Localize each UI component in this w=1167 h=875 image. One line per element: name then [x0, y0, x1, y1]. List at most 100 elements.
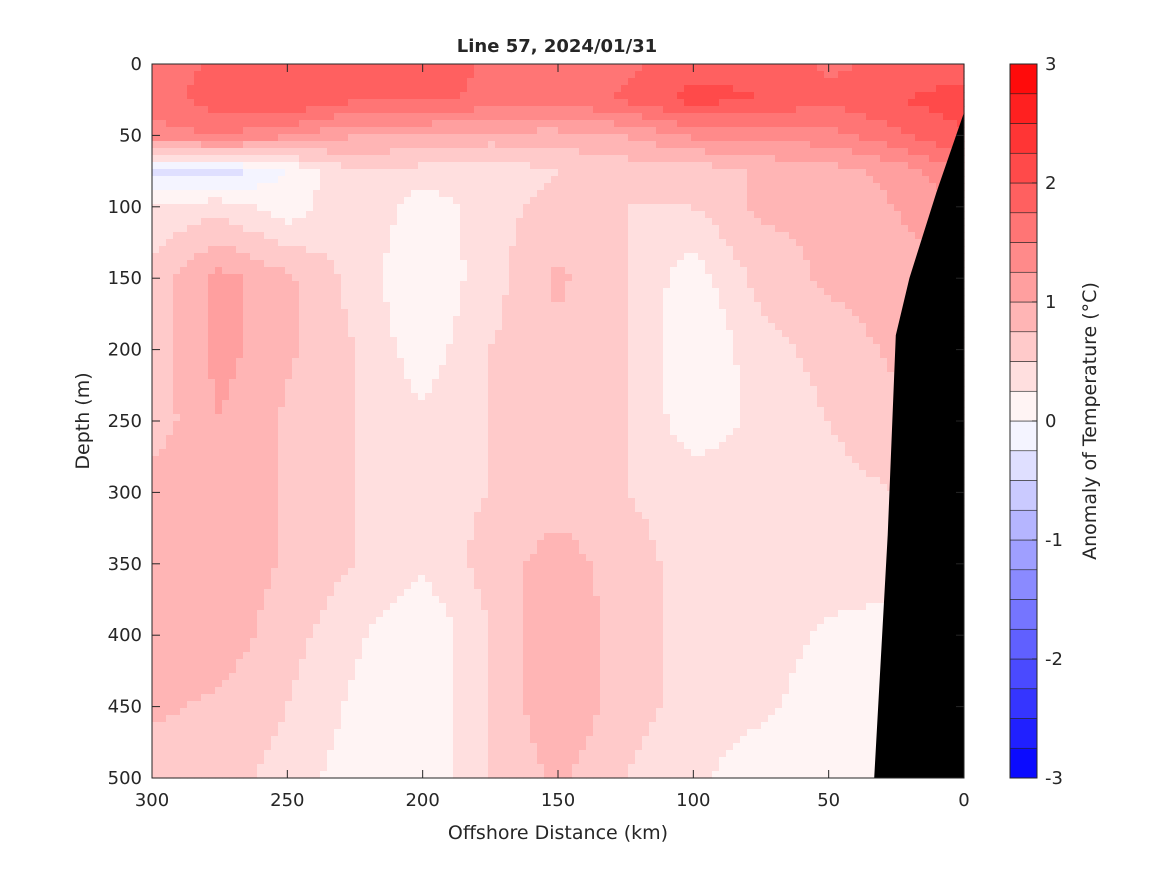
heatmap-cell [166, 295, 174, 303]
heatmap-cell [607, 106, 615, 114]
heatmap-cell [488, 127, 496, 135]
heatmap-cell [516, 134, 524, 142]
heatmap-cell [873, 106, 881, 114]
heatmap-cell [306, 64, 314, 72]
heatmap-cell [915, 183, 923, 191]
heatmap-cell [754, 288, 762, 296]
heatmap-cell [586, 211, 594, 219]
heatmap-cell [726, 330, 734, 338]
heatmap-cell [523, 246, 531, 254]
heatmap-cell [824, 218, 832, 226]
heatmap-cell [369, 232, 377, 240]
heatmap-cell [691, 239, 699, 247]
heatmap-cell [271, 288, 279, 296]
heatmap-cell [453, 218, 461, 226]
heatmap-cell [180, 337, 188, 345]
heatmap-cell [845, 106, 853, 114]
heatmap-cell [845, 155, 853, 163]
heatmap-cell [362, 211, 370, 219]
heatmap-cell [355, 71, 363, 79]
heatmap-cell [782, 239, 790, 247]
heatmap-cell [880, 176, 888, 184]
heatmap-cell [936, 148, 944, 156]
heatmap-cell [530, 99, 538, 107]
heatmap-cell [600, 197, 608, 205]
heatmap-cell [432, 232, 440, 240]
heatmap-cell [327, 134, 335, 142]
heatmap-cell [411, 204, 419, 212]
heatmap-cell [397, 274, 405, 282]
heatmap-cell [467, 232, 475, 240]
heatmap-cell [397, 162, 405, 170]
heatmap-cell [887, 99, 895, 107]
heatmap-cell [411, 232, 419, 240]
heatmap-cell [236, 225, 244, 233]
heatmap-cell [453, 337, 461, 345]
heatmap-cell [460, 253, 468, 261]
heatmap-cell [943, 99, 951, 107]
heatmap-cell [481, 169, 489, 177]
heatmap-cell [747, 281, 755, 289]
heatmap-cell [327, 113, 335, 121]
heatmap-cell [383, 232, 391, 240]
heatmap-cell [782, 267, 790, 275]
heatmap-cell [880, 113, 888, 121]
heatmap-cell [425, 204, 433, 212]
heatmap-cell [747, 113, 755, 121]
heatmap-cell [453, 197, 461, 205]
heatmap-cell [607, 274, 615, 282]
heatmap-cell [215, 148, 223, 156]
heatmap-cell [782, 183, 790, 191]
heatmap-cell [460, 309, 468, 317]
heatmap-cell [264, 239, 272, 247]
heatmap-cell [376, 92, 384, 100]
heatmap-cell [313, 253, 321, 261]
heatmap-cell [166, 309, 174, 317]
heatmap-cell [460, 134, 468, 142]
heatmap-cell [257, 120, 265, 128]
heatmap-cell [173, 225, 181, 233]
heatmap-cell [635, 260, 643, 268]
heatmap-cell [824, 120, 832, 128]
heatmap-cell [614, 148, 622, 156]
heatmap-cell [698, 162, 706, 170]
heatmap-cell [614, 99, 622, 107]
heatmap-cell [159, 162, 167, 170]
heatmap-cell [894, 92, 902, 100]
heatmap-cell [187, 330, 195, 338]
heatmap-cell [621, 253, 629, 261]
heatmap-cell [635, 134, 643, 142]
heatmap-cell [684, 267, 692, 275]
heatmap-cell [677, 344, 685, 352]
heatmap-cell [446, 218, 454, 226]
heatmap-cell [481, 309, 489, 317]
heatmap-cell [236, 218, 244, 226]
heatmap-cell [901, 106, 909, 114]
heatmap-cell [201, 71, 209, 79]
heatmap-cell [572, 162, 580, 170]
heatmap-cell [530, 183, 538, 191]
heatmap-cell [621, 260, 629, 268]
heatmap-cell [439, 155, 447, 163]
heatmap-cell [390, 358, 398, 366]
heatmap-cell [537, 134, 545, 142]
heatmap-cell [285, 281, 293, 289]
heatmap-cell [404, 281, 412, 289]
heatmap-cell [677, 288, 685, 296]
heatmap-cell [306, 78, 314, 86]
heatmap-cell [600, 169, 608, 177]
heatmap-cell [880, 260, 888, 268]
heatmap-cell [320, 99, 328, 107]
heatmap-cell [600, 204, 608, 212]
heatmap-cell [341, 267, 349, 275]
heatmap-cell [950, 106, 958, 114]
heatmap-cell [187, 239, 195, 247]
heatmap-cell [348, 323, 356, 331]
heatmap-cell [257, 232, 265, 240]
heatmap-cell [747, 295, 755, 303]
heatmap-cell [264, 155, 272, 163]
heatmap-cell [292, 106, 300, 114]
heatmap-cell [502, 162, 510, 170]
heatmap-cell [698, 183, 706, 191]
heatmap-cell [292, 176, 300, 184]
